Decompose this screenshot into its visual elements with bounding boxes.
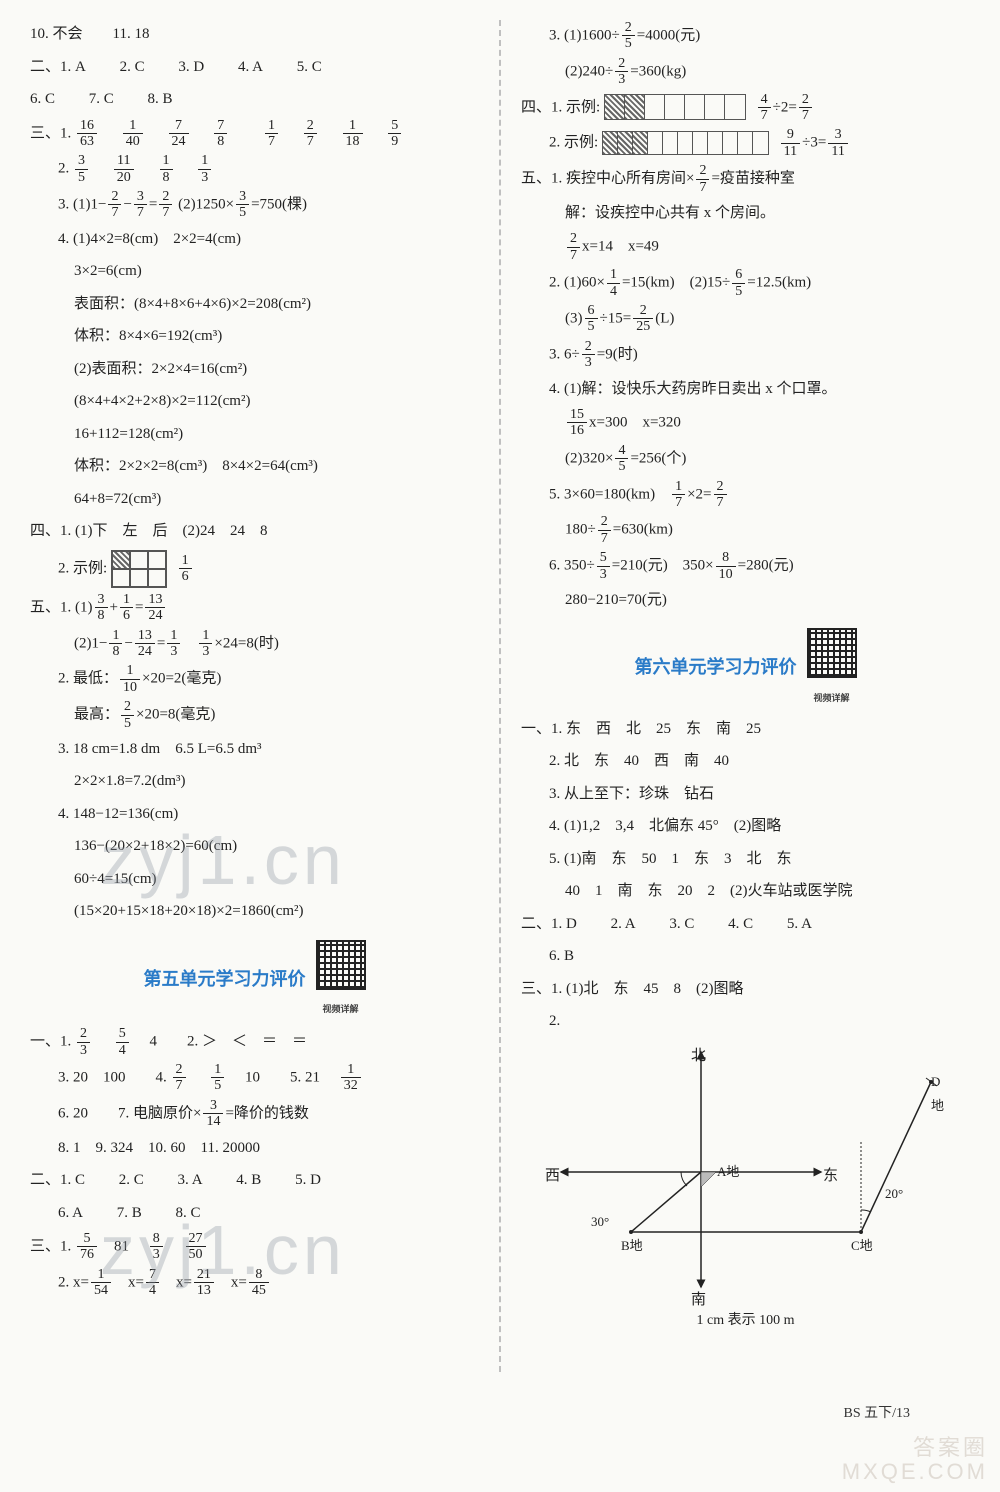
page: 10. 不会11. 18 二、1. A 2. C 3. D 4. A 5. C … (0, 0, 1000, 1432)
label-north: 北 (691, 1042, 706, 1071)
label-d: D地 (931, 1070, 951, 1119)
label-20: 20° (885, 1182, 903, 1207)
column-divider (499, 20, 501, 1372)
label-west: 西 (545, 1162, 560, 1191)
footer-page-ref: BS 五下/13 (843, 1402, 910, 1422)
label-c: C地 (851, 1234, 873, 1259)
strip-icon (602, 131, 769, 155)
footer-logo: 答案圈 MXQE.COM (842, 1436, 988, 1484)
right-column: 3. (1)1600÷25=4000(元) (2)240÷23=360(kg) … (521, 20, 970, 1372)
text: 10. 不会 (30, 26, 83, 42)
label-a: A地 (717, 1160, 739, 1185)
strip-icon (604, 94, 746, 120)
label-b: B地 (621, 1234, 643, 1259)
grid-example-icon (111, 550, 167, 588)
text: 11. 18 (113, 26, 150, 42)
qr-code-icon[interactable] (316, 940, 366, 990)
row-2: 二、1. A 2. C 3. D 4. A 5. C (30, 53, 479, 82)
qr-code-icon[interactable] (807, 628, 857, 678)
unit5-heading: 第五单元学习力评价 视频详解 (30, 940, 479, 1018)
label-south: 南 (691, 1286, 706, 1315)
diagram-caption: 1 cm 表示 100 m (521, 1308, 970, 1335)
label-east: 东 (823, 1162, 838, 1191)
left-column: 10. 不会11. 18 二、1. A 2. C 3. D 4. A 5. C … (30, 20, 479, 1372)
label-30: 30° (591, 1210, 609, 1235)
unit6-heading: 第六单元学习力评价 视频详解 (521, 628, 970, 706)
compass-diagram: 北 南 东 西 A地 B地 C地 D地 30° 20° (531, 1042, 951, 1302)
